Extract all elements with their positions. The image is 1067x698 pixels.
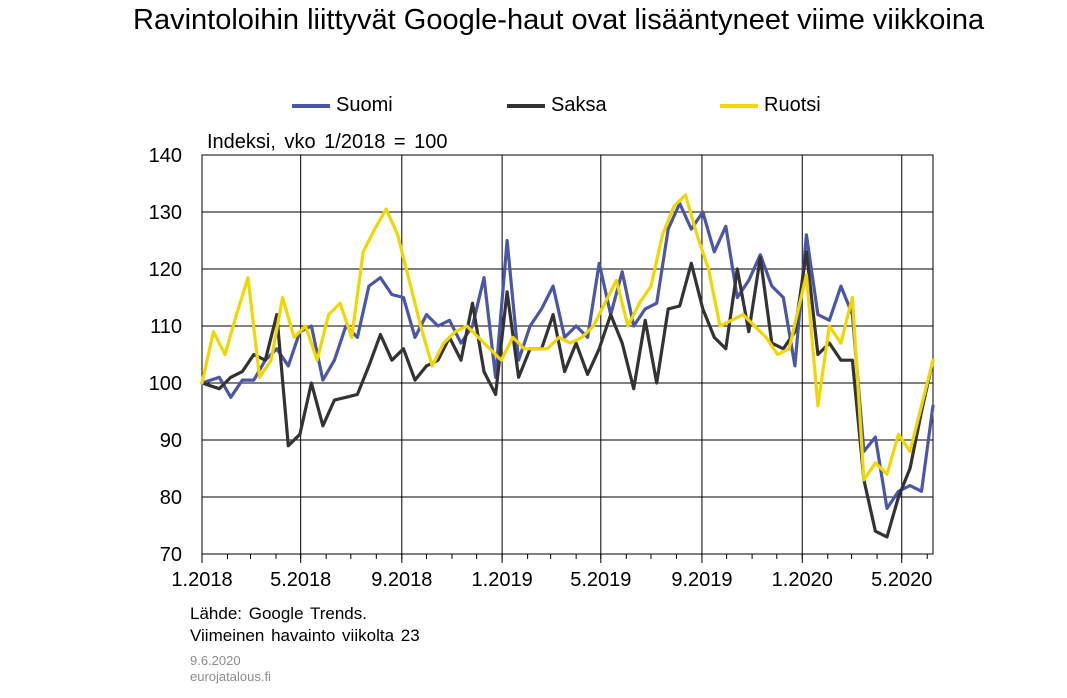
y-tick-label: 120 [149, 259, 182, 281]
y-tick-label: 130 [149, 202, 182, 224]
x-tick-label: 9.2018 [371, 569, 432, 591]
y-tick-label: 70 [160, 544, 182, 566]
legend-swatch-ruotsi [720, 103, 758, 108]
x-tick-label: 5.2018 [270, 569, 331, 591]
series-line-suomi [200, 201, 935, 510]
legend-item-ruotsi: Ruotsi [720, 94, 821, 117]
last-observation-line: Viimeinen havainto viikolta 23 [190, 626, 420, 645]
x-tick-label: 1.2018 [171, 569, 232, 591]
y-tick-label: 100 [149, 373, 182, 395]
y-tick-label: 140 [149, 145, 182, 167]
x-tick-label: 5.2019 [570, 569, 631, 591]
publication-meta: 9.6.2020 eurojatalous.fi [190, 653, 271, 685]
y-tick-label: 90 [160, 430, 182, 452]
y-tick-label: 110 [150, 316, 182, 338]
y-tick-label: 80 [160, 487, 182, 509]
x-tick-label: 1.2020 [772, 569, 833, 591]
legend-item-saksa: Saksa [507, 94, 607, 117]
series-line-ruotsi [200, 193, 935, 482]
unit-label: Indeksi, vko 1/2018 = 100 [207, 131, 448, 153]
chart-title: Ravintoloihin liittyvät Google-haut ovat… [133, 4, 985, 36]
legend: Suomi Saksa Ruotsi [0, 94, 1067, 120]
site-name: eurojatalous.fi [190, 669, 271, 684]
legend-label-suomi: Suomi [336, 94, 393, 116]
x-tick-label: 5.2020 [871, 569, 932, 591]
legend-label-saksa: Saksa [551, 94, 607, 116]
series-line-saksa [200, 250, 935, 539]
publication-date: 9.6.2020 [190, 653, 241, 668]
source-line: Lähde: Google Trends. [190, 604, 367, 623]
legend-swatch-saksa [507, 103, 545, 108]
source-note: Lähde: Google Trends. Viimeinen havainto… [190, 603, 420, 647]
legend-swatch-suomi [292, 103, 330, 108]
x-tick-label: 9.2019 [671, 569, 732, 591]
legend-item-suomi: Suomi [292, 94, 393, 117]
x-tick-label: 1.2019 [472, 569, 533, 591]
plot-frame [201, 154, 934, 555]
legend-label-ruotsi: Ruotsi [764, 94, 821, 116]
